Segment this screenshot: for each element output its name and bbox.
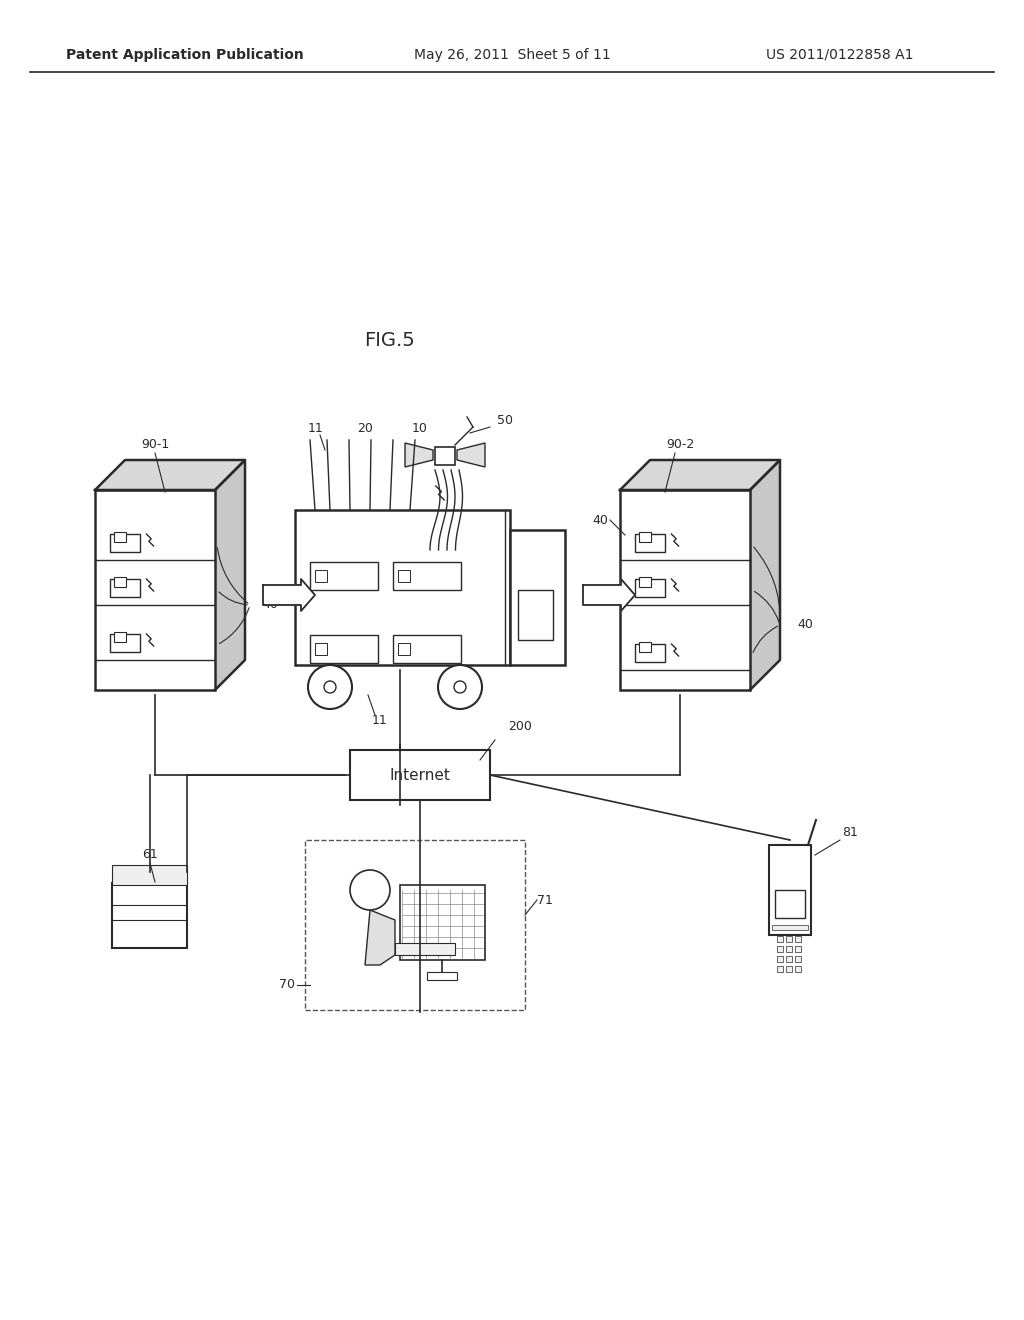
Bar: [114, 577, 126, 587]
Bar: [777, 946, 783, 952]
Bar: [639, 642, 651, 652]
Bar: [635, 579, 665, 597]
Bar: [635, 644, 665, 663]
Bar: [295, 510, 510, 665]
Text: 70: 70: [279, 978, 295, 991]
Polygon shape: [583, 579, 635, 611]
Bar: [114, 632, 126, 642]
Circle shape: [324, 681, 336, 693]
Bar: [393, 635, 461, 663]
Text: 50: 50: [497, 413, 513, 426]
Polygon shape: [457, 444, 485, 467]
Bar: [398, 643, 410, 655]
Text: Internet: Internet: [389, 767, 451, 783]
Bar: [112, 865, 187, 884]
Bar: [315, 570, 327, 582]
Polygon shape: [406, 444, 433, 467]
Bar: [777, 956, 783, 962]
Polygon shape: [365, 909, 395, 965]
Bar: [786, 966, 792, 972]
Bar: [639, 577, 651, 587]
Bar: [95, 490, 215, 690]
Bar: [393, 562, 461, 590]
Bar: [777, 936, 783, 942]
Bar: [427, 972, 457, 979]
Bar: [635, 535, 665, 552]
Bar: [310, 562, 378, 590]
Bar: [518, 590, 553, 640]
Bar: [772, 925, 808, 931]
Bar: [310, 635, 378, 663]
Bar: [510, 531, 565, 665]
Polygon shape: [750, 459, 780, 690]
Polygon shape: [620, 459, 780, 490]
Bar: [639, 532, 651, 543]
Text: US 2011/0122858 A1: US 2011/0122858 A1: [766, 48, 913, 62]
Text: FIG.5: FIG.5: [365, 330, 416, 350]
Bar: [398, 570, 410, 582]
Bar: [110, 634, 140, 652]
Text: 200: 200: [508, 721, 531, 734]
Bar: [777, 966, 783, 972]
Text: 90-1: 90-1: [141, 438, 169, 451]
Text: 61: 61: [142, 849, 158, 862]
Text: Patent Application Publication: Patent Application Publication: [67, 48, 304, 62]
Bar: [795, 936, 801, 942]
Bar: [769, 845, 811, 935]
Polygon shape: [95, 459, 245, 490]
Bar: [795, 946, 801, 952]
Bar: [110, 579, 140, 597]
Bar: [305, 840, 525, 1010]
Bar: [395, 942, 455, 954]
Text: 20: 20: [357, 421, 373, 434]
Circle shape: [308, 665, 352, 709]
Bar: [786, 936, 792, 942]
Text: 11: 11: [372, 714, 388, 726]
Text: May 26, 2011  Sheet 5 of 11: May 26, 2011 Sheet 5 of 11: [414, 48, 610, 62]
Bar: [620, 490, 750, 690]
Text: 10: 10: [412, 421, 428, 434]
Bar: [114, 532, 126, 543]
Bar: [795, 956, 801, 962]
Bar: [435, 447, 455, 465]
Circle shape: [454, 681, 466, 693]
Circle shape: [438, 665, 482, 709]
Text: 40: 40: [592, 513, 608, 527]
Text: 81: 81: [842, 825, 858, 838]
Circle shape: [350, 870, 390, 909]
Bar: [786, 946, 792, 952]
Text: 40: 40: [797, 619, 813, 631]
Text: 71: 71: [537, 894, 553, 907]
Bar: [775, 890, 805, 917]
Bar: [795, 966, 801, 972]
Bar: [786, 956, 792, 962]
Polygon shape: [215, 459, 245, 690]
Bar: [400, 884, 485, 960]
Bar: [112, 883, 187, 948]
Polygon shape: [263, 579, 315, 611]
Bar: [350, 750, 490, 800]
Bar: [315, 643, 327, 655]
Text: 40: 40: [262, 598, 278, 611]
Text: 11: 11: [308, 421, 324, 434]
Bar: [110, 535, 140, 552]
Text: 90-2: 90-2: [666, 438, 694, 451]
